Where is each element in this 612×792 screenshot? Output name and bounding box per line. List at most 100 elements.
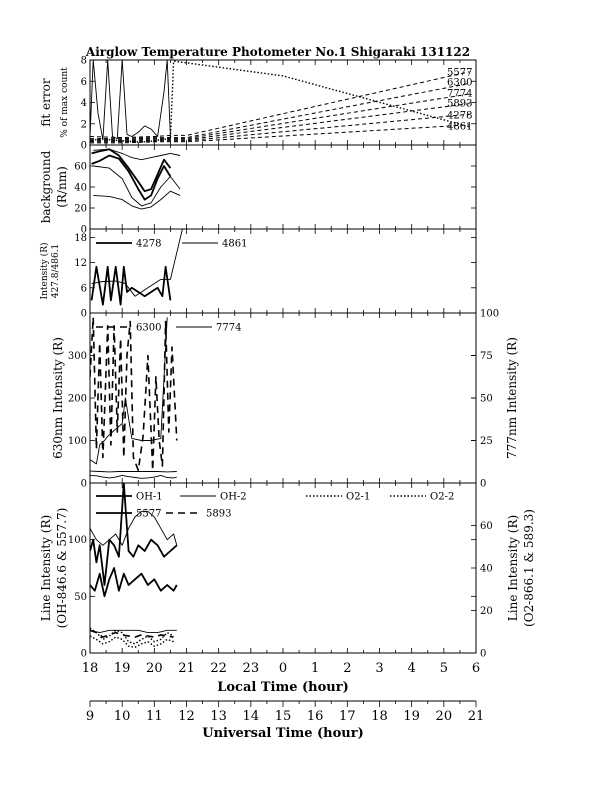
- series-line-7774: [90, 470, 177, 473]
- universal-time-tick-label: 14: [243, 709, 260, 724]
- local-time-tick-label: 23: [243, 661, 260, 676]
- y-tick-label: 100: [68, 436, 87, 447]
- legend-label: 5893: [206, 509, 231, 520]
- legend-label: 5577: [136, 509, 161, 520]
- y-tick-label: 0: [81, 309, 87, 320]
- universal-time-tick-label: 19: [403, 709, 420, 724]
- legend-label: 4278: [136, 239, 161, 250]
- y-tick-label: 0: [81, 141, 87, 152]
- local-time-tick-label: 2: [343, 661, 351, 676]
- series-line-background-2: [93, 165, 181, 207]
- y-tick-label: 8: [81, 56, 87, 67]
- series-line-5893: [90, 103, 470, 142]
- legend-label: O2-2: [430, 492, 454, 503]
- y2-tick-label: 25: [480, 436, 493, 447]
- series-end-label: 4278: [447, 111, 472, 122]
- legend-label: 7774: [216, 323, 241, 334]
- panel-fit: 0 2 4 6 8 fit error % of max count 557763007774…: [39, 56, 477, 152]
- legend-label: 6300: [136, 323, 161, 334]
- series-line-line-6: [90, 629, 177, 634]
- local-time-tick-label: 6: [472, 661, 480, 676]
- series-line-background-1: [91, 148, 172, 193]
- local-time-tick-label: 20: [146, 661, 163, 676]
- series-line-5577: [90, 567, 178, 598]
- series-line-OH-1: [90, 483, 178, 586]
- universal-time-tick-label: 13: [210, 709, 227, 724]
- series-line-4278: [90, 60, 171, 141]
- series-line-OH-2: [90, 510, 178, 546]
- series-end-label: 5577: [447, 68, 472, 79]
- local-time-tick-label: 4: [408, 661, 416, 676]
- local-time-tick-label: 18: [82, 661, 99, 676]
- local-time-tick-label: 21: [178, 661, 195, 676]
- y-tick-label: 60: [74, 162, 87, 173]
- y-tick-label: 0: [81, 649, 87, 660]
- universal-time-tick-label: 15: [275, 709, 292, 724]
- y-tick-label: 100: [68, 535, 87, 546]
- series-group: [91, 148, 181, 210]
- y2-tick-label: 40: [480, 564, 493, 575]
- universal-time-tick-label: 20: [436, 709, 453, 724]
- local-time-tick-label: 3: [375, 661, 383, 676]
- series-group: [90, 229, 183, 306]
- chart-title: Airglow Temperature Photometer No.1 Shig…: [85, 45, 470, 59]
- y-tick-label: 0: [81, 479, 87, 490]
- series-end-label: 6300: [447, 78, 472, 89]
- y-axis-label: Intensity (R): [39, 243, 50, 300]
- y-tick-label: 12: [74, 258, 87, 269]
- y-axis-label-2: (OH-846.6 & 557.7): [55, 508, 69, 629]
- universal-time-tick-label: 21: [468, 709, 485, 724]
- series-line-oi-3: [90, 317, 168, 465]
- y-axis-label: Line Intensity (R): [39, 515, 53, 621]
- series-group: [90, 60, 470, 144]
- y-axis-label-2: (R/nm): [55, 166, 69, 208]
- y2-axis-label: Line Intensity (R): [506, 515, 520, 621]
- series-line-fit-6: [90, 113, 470, 143]
- y2-tick-label: 60: [480, 521, 493, 532]
- y2-tick-label: 20: [480, 606, 493, 617]
- series-line-background-0: [91, 154, 172, 201]
- universal-time-axis-label: Universal Time (hour): [202, 726, 364, 741]
- panel-background: 0 20 40 60 background (R/nm): [39, 144, 477, 236]
- local-time-tick-label: 19: [114, 661, 131, 676]
- y-tick-label: 200: [68, 394, 87, 405]
- panel-frame: [89, 312, 477, 484]
- series-line-4861: [91, 229, 183, 297]
- y2-axis-label-2: (O2-866.1 & 589.3): [522, 509, 536, 627]
- local-time-axis-label: Local Time (hour): [217, 680, 349, 695]
- y-tick-label: 50: [74, 592, 87, 603]
- universal-time-tick-label: 10: [114, 709, 131, 724]
- local-time-tick-label: 0: [279, 661, 287, 676]
- series-line-5577: [90, 71, 470, 139]
- legend: 6300 7774: [96, 323, 241, 334]
- y2-tick-label: 75: [480, 351, 493, 362]
- series-group: [90, 483, 178, 648]
- y-tick-label: 6: [81, 77, 87, 88]
- legend: 4278 4861: [96, 239, 247, 250]
- series-line-4278: [90, 265, 172, 306]
- series-line-fit-7: [90, 124, 470, 144]
- universal-time-tick-label: 17: [339, 709, 356, 724]
- y-tick-label: 2: [81, 119, 87, 130]
- local-time-tick-label: 1: [311, 661, 319, 676]
- y-axis-label-2: 427.8/486.1: [51, 244, 61, 299]
- series-line-5893: [90, 629, 174, 638]
- universal-time-tick-label: 16: [307, 709, 324, 724]
- series-end-label: 5893: [447, 99, 472, 110]
- y2-tick-label: 0: [480, 649, 486, 660]
- universal-time-tick-label: 18: [371, 709, 388, 724]
- legend-label: OH-1: [136, 492, 163, 503]
- legend-label: 4861: [222, 239, 247, 250]
- y-tick-label: 18: [74, 233, 87, 244]
- y2-tick-label: 100: [480, 309, 499, 320]
- series-end-label: 7774: [447, 89, 472, 100]
- y-tick-label: 6: [81, 283, 87, 294]
- legend-label: O2-1: [346, 492, 370, 503]
- panel-frame: [89, 144, 477, 230]
- y-tick-label: 0: [81, 225, 87, 236]
- y-axis-label: fit error: [39, 78, 53, 126]
- series-line-background-4: [93, 148, 181, 161]
